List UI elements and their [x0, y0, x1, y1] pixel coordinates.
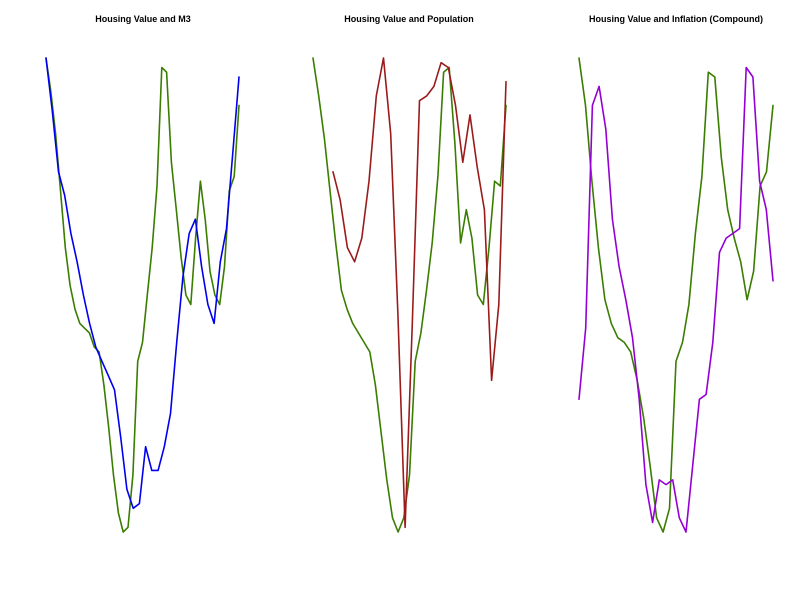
series-line-m3	[45, 57, 240, 510]
panel-m3-series	[45, 57, 240, 533]
panel-m3-title: Housing Value and M3	[95, 14, 191, 24]
series-line-housing	[45, 57, 240, 533]
panel-m3: Housing Value and M3	[45, 14, 240, 533]
series-line-housing	[312, 57, 507, 533]
series-line-population	[332, 57, 507, 529]
panel-population: Housing Value and Population	[312, 14, 507, 533]
panel-inflation: Housing Value and Inflation (Compound)	[578, 14, 774, 533]
panel-population-title: Housing Value and Population	[344, 14, 474, 24]
series-line-inflation	[578, 66, 774, 533]
panel-inflation-title: Housing Value and Inflation (Compound)	[589, 14, 763, 24]
series-line-housing	[578, 57, 774, 533]
panel-inflation-series	[578, 57, 774, 533]
panel-population-series	[312, 57, 507, 533]
